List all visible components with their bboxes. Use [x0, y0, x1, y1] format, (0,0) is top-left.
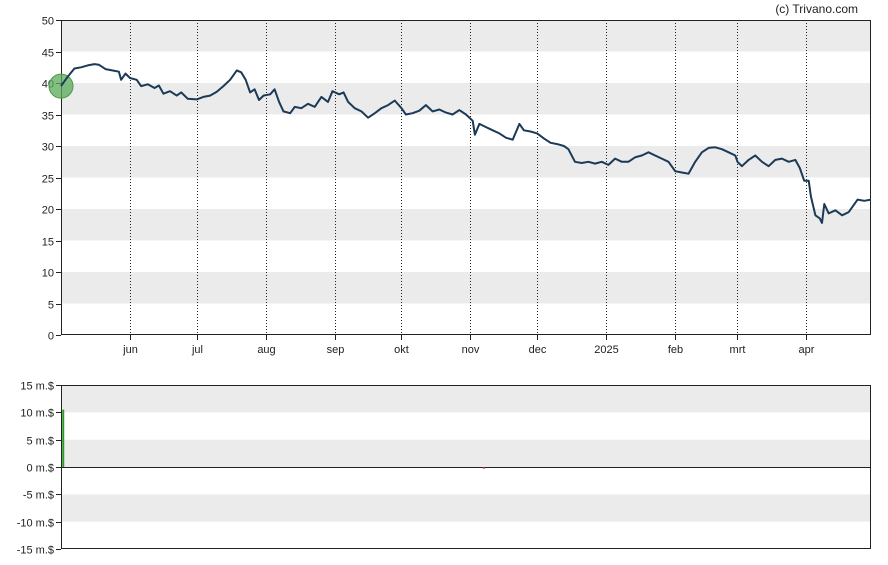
y-tick-label: 15 — [42, 237, 54, 249]
flow-bar — [482, 467, 485, 469]
price-band — [61, 51, 871, 83]
y-tick-label: 25 — [42, 174, 54, 186]
y-tick-label: 30 — [42, 142, 54, 154]
x-tick-label: nov — [462, 344, 480, 356]
flow-y-tick-label: 15 m.$ — [20, 381, 54, 393]
flow-band — [61, 521, 871, 549]
price-band — [61, 240, 871, 272]
x-tick-label: jul — [191, 344, 203, 356]
x-tick-label: 2025 — [594, 344, 618, 356]
y-tick-label: 35 — [42, 111, 54, 123]
y-tick-label: 0 — [48, 331, 54, 343]
x-tick-label: feb — [668, 344, 683, 356]
price-line — [60, 63, 872, 224]
y-tick-label: 20 — [42, 205, 54, 217]
flow-y-tick-label: 10 m.$ — [20, 408, 54, 420]
price-band — [61, 272, 871, 304]
flow-y-tick-label: -5 m.$ — [23, 490, 54, 502]
flow-y-tick-label: 0 m.$ — [26, 463, 54, 475]
y-tick-label: 45 — [42, 48, 54, 60]
start-marker — [48, 73, 74, 99]
x-tick-label: aug — [257, 344, 275, 356]
x-tick-label: okt — [394, 344, 409, 356]
flow-band — [61, 494, 871, 522]
flow-y-tick-label: -15 m.$ — [17, 545, 54, 557]
x-tick-label: jun — [122, 344, 138, 356]
y-tick-label: 10 — [42, 268, 54, 280]
price-band — [61, 146, 871, 178]
flow-frame — [61, 385, 871, 549]
x-tick-label: dec — [529, 344, 547, 356]
copyright-text: (c) Trivano.com — [775, 2, 858, 16]
flow-band — [61, 467, 871, 495]
x-tick-label: sep — [327, 344, 345, 356]
y-tick-label: 5 — [48, 300, 54, 312]
price-band — [61, 209, 871, 241]
flow-y-tick-label: -10 m.$ — [17, 518, 54, 530]
flow-y-tick-label: 5 m.$ — [26, 436, 54, 448]
x-tick-label: mrt — [730, 344, 746, 356]
y-tick-label: 50 — [42, 16, 54, 28]
x-tick-label: apr — [799, 344, 815, 356]
price-band — [61, 20, 871, 52]
flow-bar — [62, 409, 65, 467]
flow-band — [61, 385, 871, 413]
price-band — [61, 114, 871, 146]
flow-band — [61, 439, 871, 467]
price-band — [61, 303, 871, 335]
price-band — [61, 83, 871, 115]
flow-band — [61, 412, 871, 440]
price-band — [61, 177, 871, 209]
price-frame — [61, 20, 871, 335]
